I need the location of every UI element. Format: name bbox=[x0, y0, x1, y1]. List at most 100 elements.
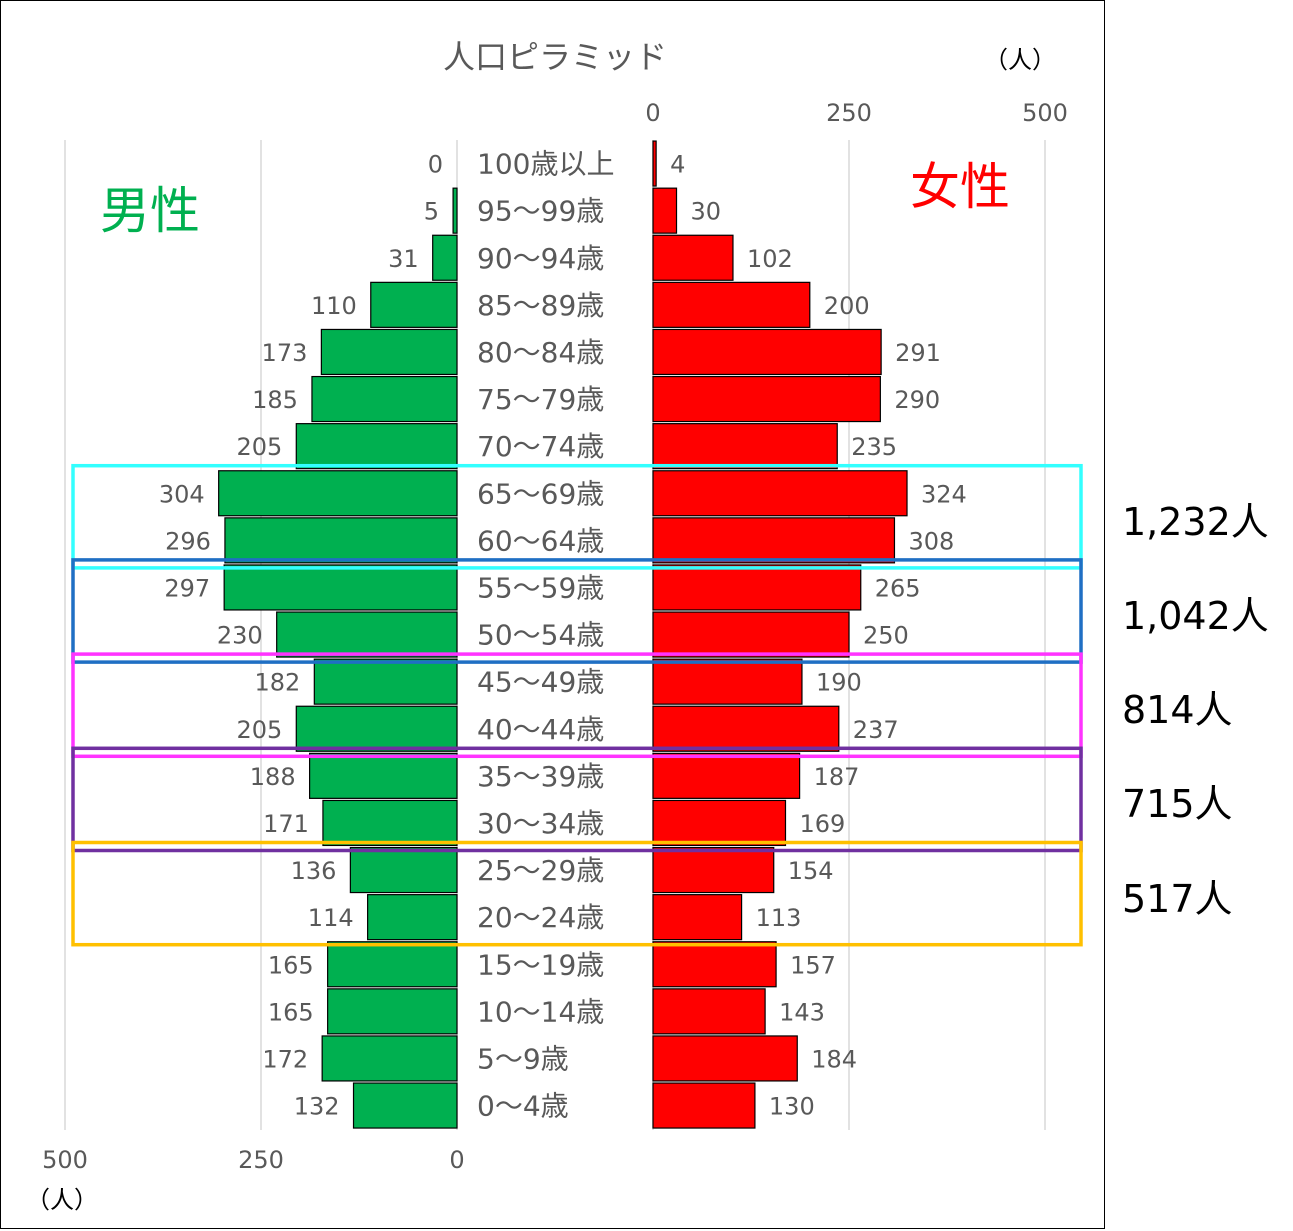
male-bar bbox=[276, 611, 458, 658]
female-bar bbox=[652, 187, 678, 234]
age-group-highlight-box bbox=[71, 746, 1083, 853]
female-value-label: 113 bbox=[756, 904, 802, 932]
male-bar bbox=[218, 470, 458, 517]
age-category-label: 10〜14歳 bbox=[477, 995, 604, 1028]
male-value-label: 165 bbox=[268, 951, 314, 979]
age-category-label: 95〜99歳 bbox=[477, 195, 604, 228]
female-value-label: 102 bbox=[747, 245, 793, 273]
female-bar bbox=[652, 988, 766, 1035]
male-value-label: 114 bbox=[308, 904, 354, 932]
male-bar bbox=[321, 1035, 458, 1082]
group-totals: 1,232人 1,042人 814人 715人 517人 bbox=[1122, 0, 1293, 1231]
male-value-label: 185 bbox=[252, 386, 298, 414]
female-bar bbox=[652, 140, 657, 187]
female-bar bbox=[652, 328, 882, 376]
age-category-label: 40〜44歳 bbox=[477, 713, 604, 746]
male-bar bbox=[223, 564, 458, 611]
bars-layer bbox=[218, 140, 908, 1129]
age-category-label: 30〜34歳 bbox=[477, 807, 604, 840]
female-value-label: 30 bbox=[691, 198, 722, 226]
male-bar bbox=[295, 423, 458, 470]
female-value-label: 265 bbox=[875, 574, 921, 602]
female-bar bbox=[652, 470, 908, 517]
female-axis-tick-label: 0 bbox=[645, 99, 660, 127]
male-value-label: 5 bbox=[424, 198, 439, 226]
male-value-label: 171 bbox=[263, 810, 309, 838]
unit-label-top: （人） bbox=[984, 46, 1056, 74]
female-value-label: 250 bbox=[863, 622, 909, 650]
age-category-label: 90〜94歳 bbox=[477, 242, 604, 275]
legend-male: 男性 bbox=[100, 182, 200, 240]
age-category-label: 25〜29歳 bbox=[477, 854, 604, 887]
unit-label-bottom: （人） bbox=[26, 1186, 98, 1214]
male-value-label: 0 bbox=[428, 151, 443, 179]
female-value-label: 324 bbox=[921, 480, 967, 508]
age-category-label: 5〜9歳 bbox=[477, 1042, 569, 1075]
male-value-label: 230 bbox=[217, 622, 263, 650]
age-category-label: 55〜59歳 bbox=[477, 571, 604, 604]
male-value-label: 188 bbox=[250, 763, 296, 791]
male-value-label: 165 bbox=[268, 998, 314, 1026]
male-bar bbox=[370, 281, 458, 328]
female-value-label: 184 bbox=[811, 1045, 857, 1073]
female-axis-tick-label: 500 bbox=[1022, 99, 1068, 127]
female-bar bbox=[652, 423, 838, 470]
group-total-25-24: 517人 bbox=[1122, 876, 1233, 921]
female-bar bbox=[652, 846, 775, 894]
female-bar bbox=[652, 517, 896, 564]
female-bar bbox=[652, 658, 803, 705]
age-category-label: 65〜69歳 bbox=[477, 477, 604, 510]
chart-title: 人口ピラミッド bbox=[443, 38, 667, 76]
male-value-label: 297 bbox=[164, 574, 210, 602]
age-category-label: 75〜79歳 bbox=[477, 383, 604, 416]
male-value-label: 136 bbox=[291, 857, 337, 885]
age-category-label: 50〜54歳 bbox=[477, 619, 604, 652]
female-value-label: 237 bbox=[853, 716, 899, 744]
male-bar bbox=[349, 846, 458, 894]
female-value-label: 200 bbox=[824, 292, 870, 320]
female-axis-tick-label: 250 bbox=[826, 99, 872, 127]
female-value-label: 187 bbox=[814, 763, 860, 791]
female-bar bbox=[652, 705, 840, 752]
male-bar bbox=[295, 705, 458, 752]
groups-layer bbox=[71, 463, 1083, 947]
female-value-label: 130 bbox=[769, 1093, 815, 1121]
female-bar bbox=[652, 894, 743, 941]
male-bar bbox=[327, 941, 458, 988]
age-category-label: 80〜84歳 bbox=[477, 336, 604, 369]
female-bar bbox=[652, 281, 811, 328]
male-bar bbox=[309, 752, 458, 799]
female-value-label: 190 bbox=[816, 669, 862, 697]
female-value-label: 235 bbox=[851, 433, 897, 461]
female-bar bbox=[652, 752, 801, 799]
male-bar bbox=[322, 799, 458, 847]
female-value-label: 4 bbox=[670, 151, 685, 179]
female-bar bbox=[652, 611, 850, 658]
age-category-label: 100歳以上 bbox=[477, 148, 614, 181]
female-bar bbox=[652, 1035, 798, 1082]
age-category-label: 20〜24歳 bbox=[477, 901, 604, 934]
male-bar bbox=[452, 187, 458, 234]
male-value-label: 172 bbox=[262, 1045, 308, 1073]
female-value-label: 291 bbox=[895, 339, 941, 367]
male-value-label: 296 bbox=[165, 527, 211, 555]
age-category-label: 15〜19歳 bbox=[477, 948, 604, 981]
female-bar bbox=[652, 799, 787, 847]
male-bar bbox=[311, 375, 458, 423]
chart-frame bbox=[0, 0, 1105, 1229]
group-total-35-34: 715人 bbox=[1122, 782, 1233, 827]
age-category-label: 0〜4歳 bbox=[477, 1090, 569, 1123]
male-value-label: 31 bbox=[388, 245, 419, 273]
group-total-55-54: 1,042人 bbox=[1122, 594, 1269, 638]
male-value-label: 205 bbox=[236, 433, 282, 461]
age-category-label: 35〜39歳 bbox=[477, 760, 604, 793]
male-bar bbox=[313, 658, 458, 705]
female-bar bbox=[652, 1082, 756, 1129]
age-group-highlight-box bbox=[71, 558, 1083, 664]
male-bar bbox=[327, 988, 458, 1035]
age-category-label: 45〜49歳 bbox=[477, 666, 604, 699]
male-value-label: 110 bbox=[311, 292, 357, 320]
female-value-label: 157 bbox=[790, 951, 836, 979]
